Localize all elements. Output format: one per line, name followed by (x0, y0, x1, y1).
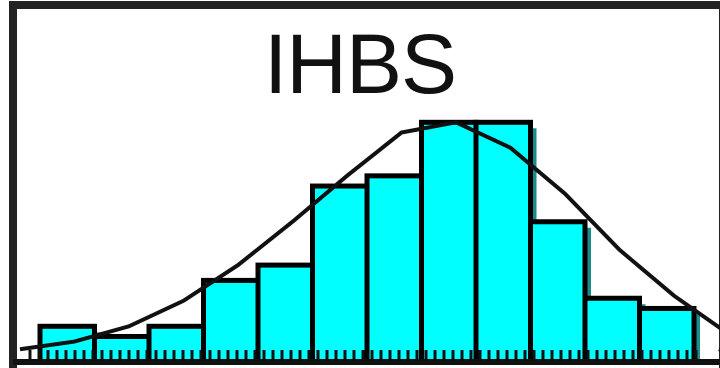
histogram-bar (201, 277, 261, 365)
histogram-bar (637, 305, 697, 365)
histogram-bar (419, 119, 479, 365)
histogram-bar (364, 173, 424, 365)
histogram-bar (528, 219, 588, 365)
chart-title: IHBS (263, 17, 457, 111)
histogram-bar (582, 295, 642, 365)
bars-group (37, 119, 700, 365)
histogram-bar (310, 183, 370, 365)
fit-curve (19, 120, 720, 352)
histogram-bar (255, 262, 315, 365)
